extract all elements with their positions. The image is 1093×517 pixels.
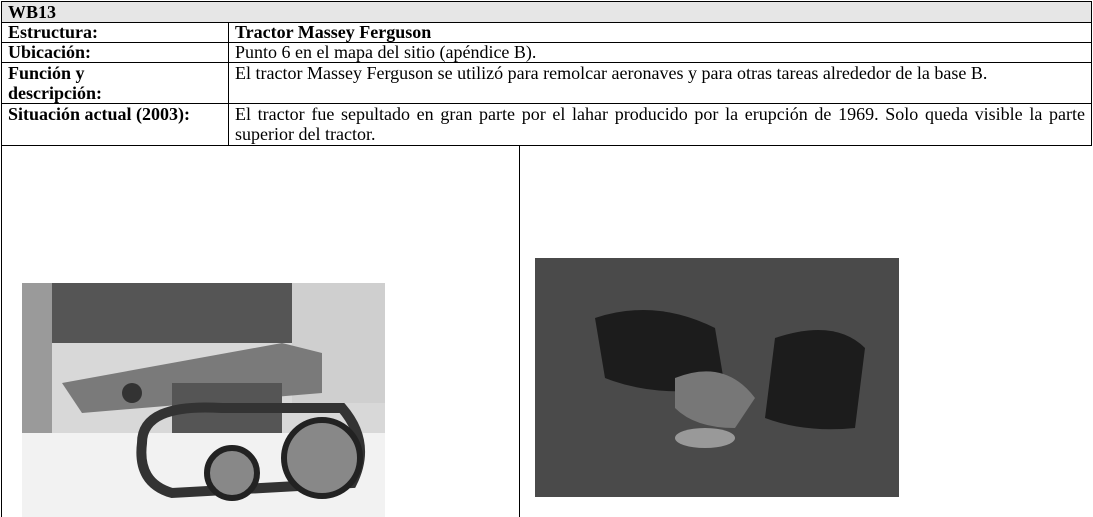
field-label: Función y descripción: <box>8 63 102 103</box>
photo-buried-tractor <box>535 258 899 497</box>
field-label: Estructura: <box>8 22 98 42</box>
border <box>1 103 1092 104</box>
field-value: El tractor fue sepultado en gran parte p… <box>235 104 1085 144</box>
border <box>1 1 1092 2</box>
record-id: WB13 <box>2 2 1091 22</box>
field-label: Ubicación: <box>8 42 91 62</box>
border <box>1 22 1092 23</box>
border <box>1091 1 1092 145</box>
border <box>1 62 1092 63</box>
border <box>1 1 2 517</box>
photo-tractor-hangar <box>22 283 385 517</box>
border <box>1 145 1092 146</box>
border <box>228 22 229 145</box>
border <box>1 42 1092 43</box>
field-value: Punto 6 en el mapa del sitio (apéndice B… <box>235 42 537 62</box>
field-value: El tractor Massey Ferguson se utilizó pa… <box>235 63 988 83</box>
field-value: Tractor Massey Ferguson <box>235 22 432 42</box>
field-label: Situación actual (2003): <box>8 104 190 124</box>
border <box>519 145 520 517</box>
